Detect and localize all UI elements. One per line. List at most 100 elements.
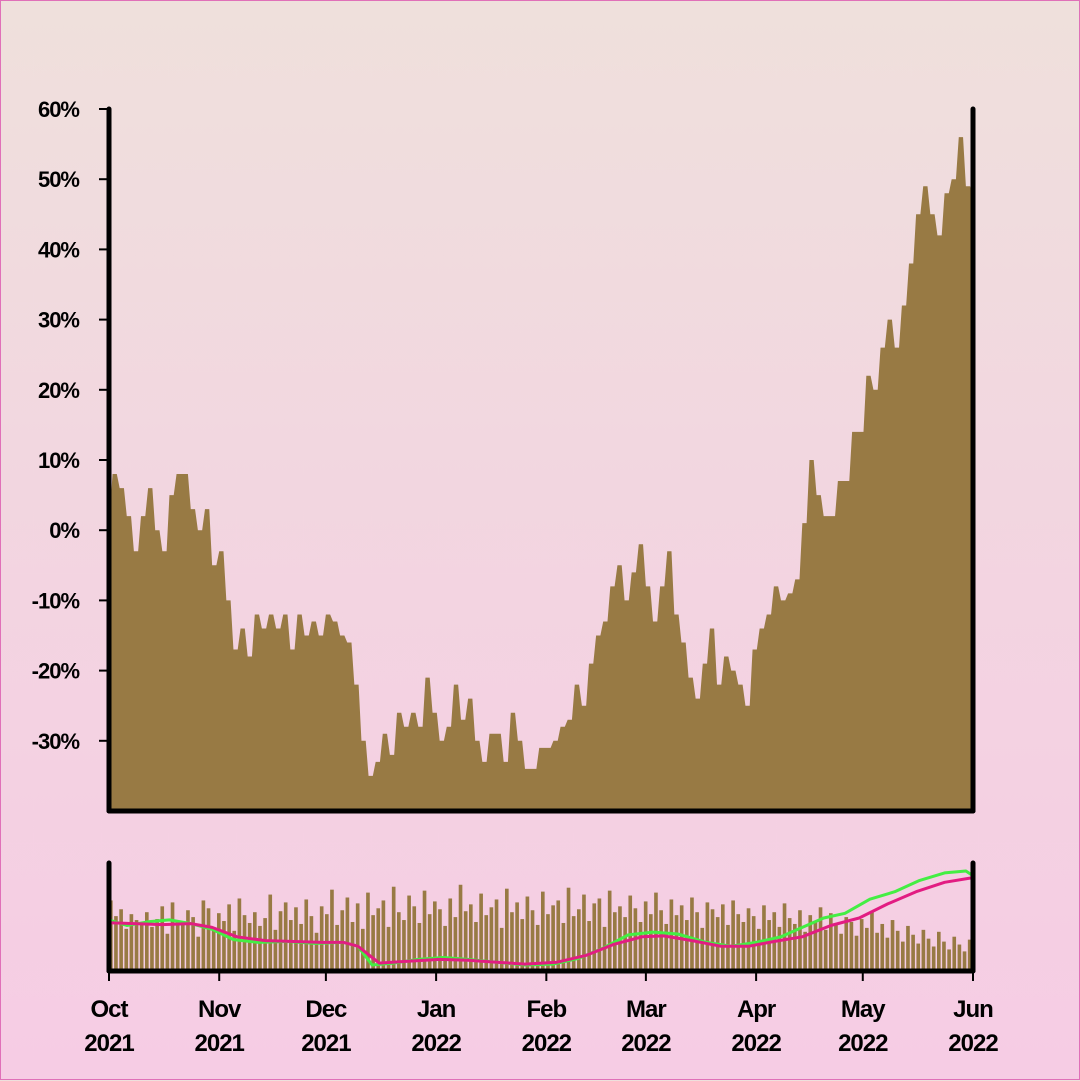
- volume-bar: [499, 927, 504, 971]
- volume-bar: [623, 917, 627, 971]
- volume-bar: [577, 909, 581, 971]
- volume-bar: [664, 923, 669, 971]
- x-tick-year: 2022: [731, 1030, 781, 1057]
- volume-bar: [391, 886, 396, 971]
- volume-bar: [834, 924, 838, 971]
- x-tick-month: Mar: [626, 996, 666, 1023]
- volume-bar: [541, 891, 545, 971]
- volume-bar: [474, 922, 478, 971]
- volume-bar: [196, 936, 201, 971]
- volume-bar: [412, 906, 417, 971]
- volume-bars-panel: [109, 884, 972, 971]
- volume-bar: [397, 912, 401, 971]
- x-tick-year: 2021: [195, 1030, 245, 1057]
- volume-bar: [829, 913, 833, 971]
- volume-bar: [489, 907, 494, 971]
- volume-bar: [870, 912, 874, 971]
- volume-bar: [721, 904, 725, 971]
- volume-bar: [597, 898, 602, 971]
- volume-bar: [258, 925, 262, 971]
- volume-bar: [546, 914, 550, 971]
- volume-bar: [798, 910, 802, 971]
- volume-bar: [931, 946, 936, 971]
- volume-bar: [762, 905, 766, 971]
- x-tick-year: 2022: [948, 1030, 998, 1057]
- volume-bar: [777, 926, 782, 971]
- volume-bar: [942, 941, 946, 971]
- y-tick-label: 40%: [38, 237, 79, 262]
- volume-bar: [283, 902, 288, 971]
- volume-bar: [957, 944, 962, 971]
- volume-bar: [129, 914, 134, 971]
- volume-bar: [520, 919, 525, 971]
- y-tick-label: -10%: [32, 588, 80, 613]
- volume-bar: [134, 920, 139, 971]
- volume-bar: [556, 900, 561, 971]
- x-tick-year: 2022: [411, 1030, 461, 1057]
- volume-bar: [757, 928, 761, 971]
- volume-bar: [906, 925, 910, 971]
- volume-bar: [926, 938, 931, 971]
- x-tick-year: 2022: [838, 1030, 888, 1057]
- volume-bar: [767, 920, 771, 971]
- volume-bar: [911, 934, 915, 971]
- volume-bar: [530, 910, 535, 971]
- volume-bar: [299, 923, 303, 971]
- volume-bar: [314, 932, 319, 971]
- volume-bar: [808, 915, 813, 971]
- volume-bar: [731, 900, 735, 971]
- volume-bar: [685, 920, 689, 971]
- volume-bar: [839, 933, 843, 971]
- volume-bar: [710, 909, 715, 971]
- x-tick-month: Apr: [737, 996, 776, 1023]
- volume-bar: [237, 898, 242, 971]
- volume-lines-panel: [108, 869, 974, 967]
- price-area: [109, 137, 973, 811]
- volume-bar: [726, 924, 730, 971]
- volume-bar: [211, 927, 216, 971]
- volume-bar: [705, 902, 710, 971]
- volume-bar: [551, 905, 555, 971]
- volume-bar: [787, 918, 792, 971]
- volume-bar: [736, 914, 741, 971]
- volume-bar: [366, 892, 370, 971]
- volume-bar: [443, 925, 447, 971]
- volume-bar: [859, 919, 864, 971]
- x-tick-month: Feb: [526, 996, 566, 1023]
- volume-bar: [890, 920, 895, 971]
- volume-bar: [191, 917, 195, 971]
- volume-bar: [206, 908, 211, 971]
- volume-bar: [813, 921, 818, 971]
- volume-bar: [803, 931, 807, 971]
- volume-bar: [952, 936, 957, 971]
- volume-bar: [582, 894, 586, 971]
- volume-bar: [427, 914, 432, 971]
- volume-bar: [875, 932, 879, 971]
- volume-bar: [335, 924, 339, 971]
- volume-bar: [587, 921, 591, 971]
- volume-bar: [422, 890, 427, 971]
- volume-bar: [232, 930, 237, 971]
- volume-bar: [114, 916, 118, 971]
- x-tick-month: Nov: [198, 996, 242, 1023]
- volume-bar: [479, 893, 483, 971]
- volume-bar: [865, 927, 869, 971]
- volume-bar: [854, 935, 859, 971]
- volume-bar: [901, 941, 905, 971]
- volume-bar: [124, 928, 129, 971]
- volume-bar: [222, 921, 226, 971]
- x-tick-year: 2022: [522, 1030, 572, 1057]
- volume-bar: [150, 926, 154, 971]
- volume-bar: [525, 896, 530, 971]
- volume-bar: [659, 910, 663, 971]
- volume-bar: [484, 915, 489, 971]
- volume-bar: [782, 903, 787, 971]
- volume-bar: [345, 897, 350, 971]
- volume-bar: [607, 890, 612, 971]
- volume-bar: [561, 922, 566, 971]
- x-tick-month: Oct: [90, 996, 128, 1023]
- volume-bar: [849, 922, 854, 971]
- volume-bar: [355, 903, 360, 971]
- volume-bar: [268, 894, 273, 971]
